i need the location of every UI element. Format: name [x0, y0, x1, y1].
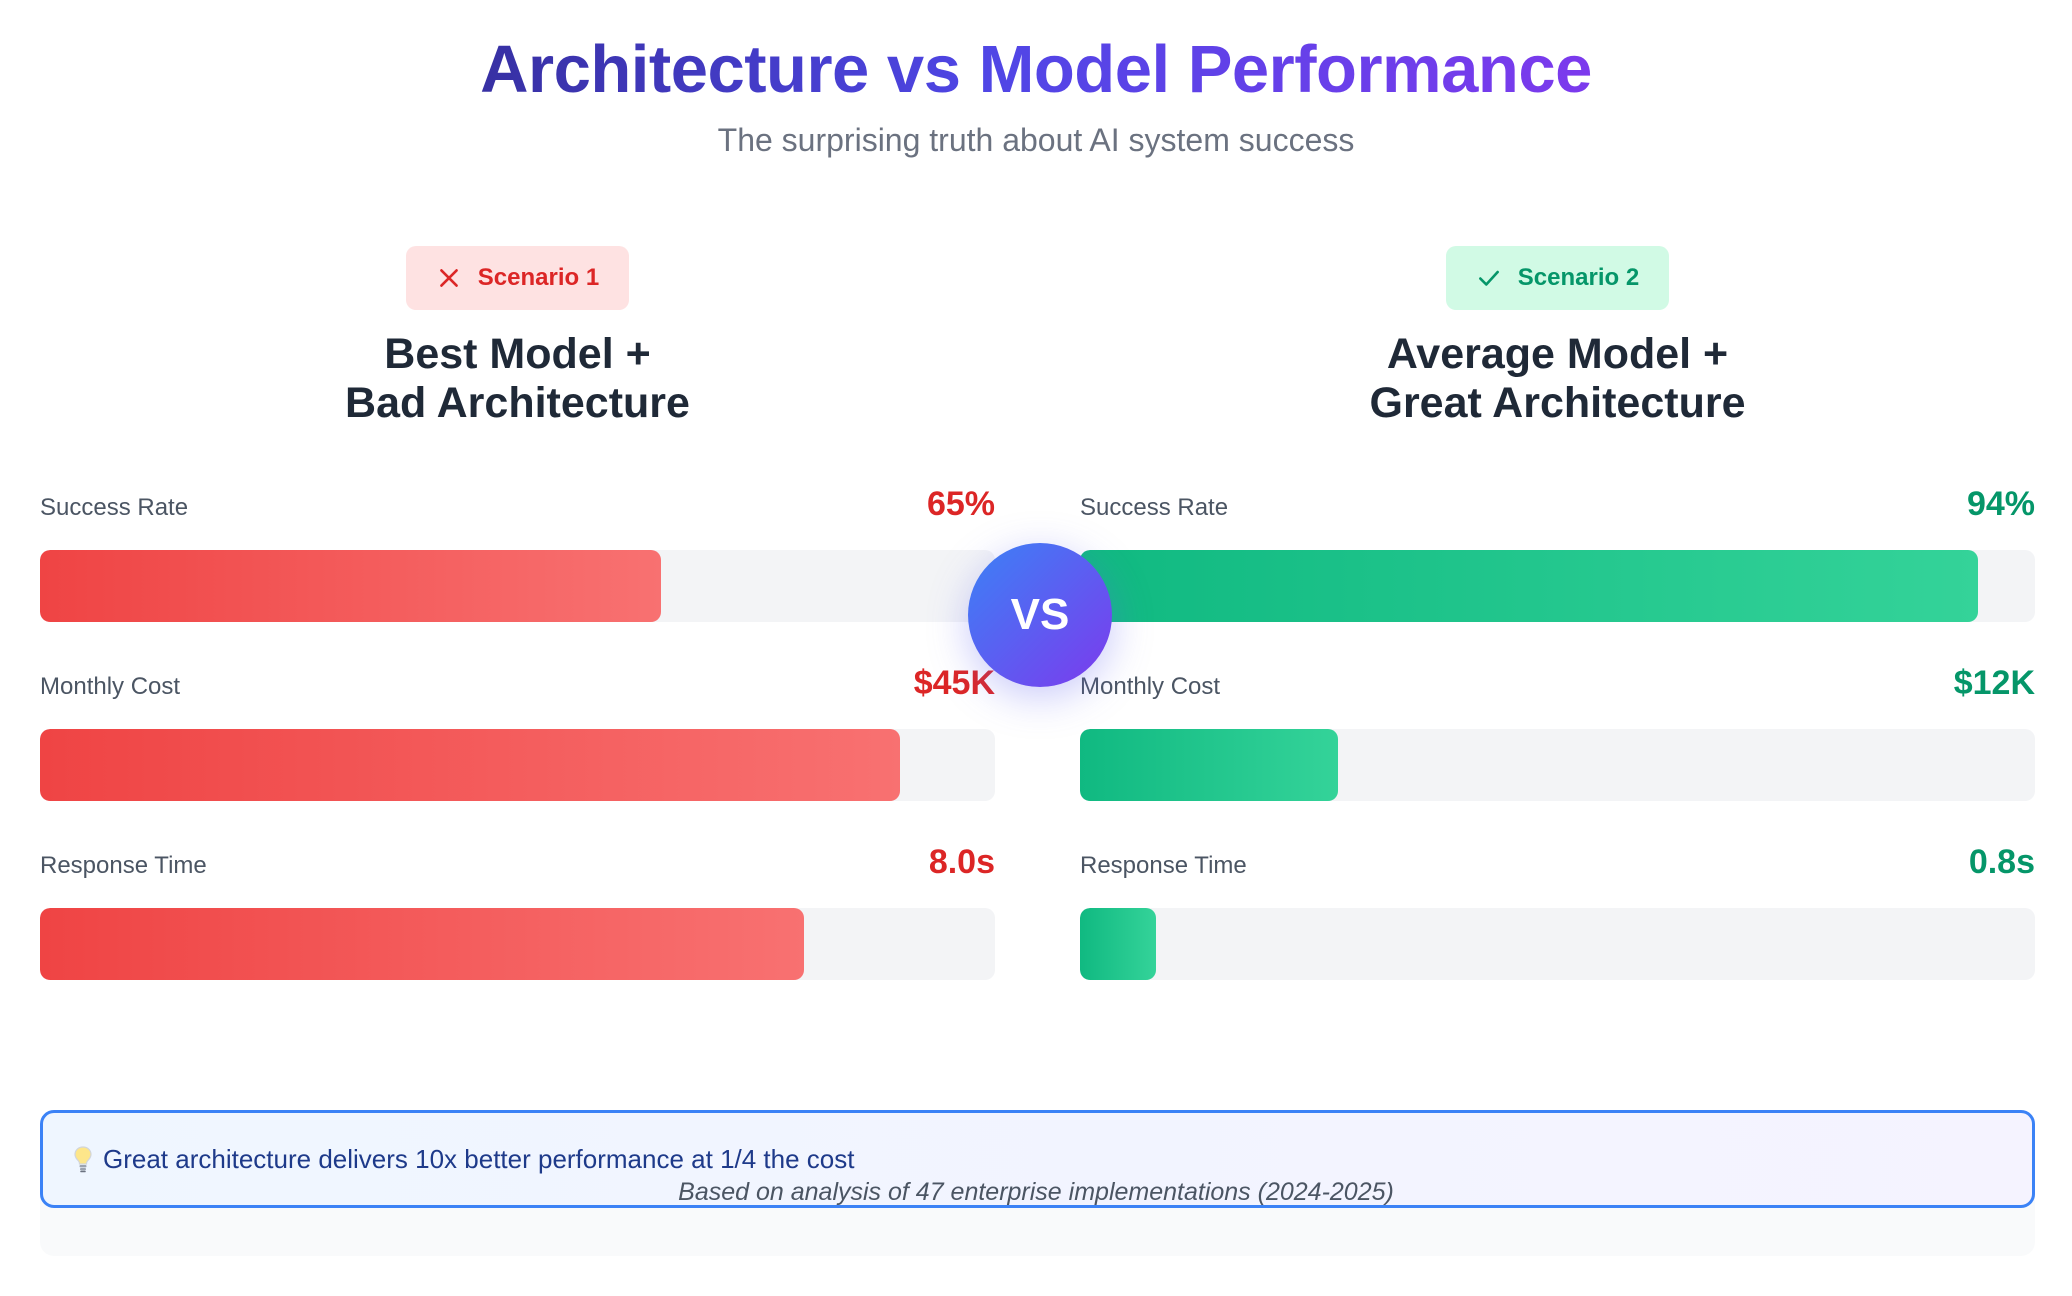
bar-track	[1080, 908, 2035, 980]
check-icon	[1476, 265, 1502, 291]
metric-label: Success Rate	[40, 494, 189, 521]
lightbulb-icon	[71, 1144, 95, 1174]
metric-value: 0.8s	[1968, 843, 2035, 881]
scenario-2-metrics: Success Rate 94% Monthly Cost $12K Respo…	[1080, 480, 2035, 1017]
insight-text: Great architecture delivers 10x better p…	[103, 1143, 855, 1174]
metric-label: Response Time	[1080, 852, 1247, 879]
insight-callout: Great architecture delivers 10x better p…	[40, 1110, 2035, 1208]
metric-success-rate: Success Rate 65%	[40, 480, 995, 659]
bar-fill	[1080, 729, 1338, 801]
metric-label: Monthly Cost	[1080, 673, 1221, 700]
metric-value: $45K	[913, 664, 995, 702]
metric-response-time: Response Time 8.0s	[40, 838, 995, 1017]
scenario-1-panel: Scenario 1 Best Model + Bad Architecture…	[40, 246, 995, 1017]
bar-track	[40, 908, 995, 980]
bar-track	[1080, 729, 2035, 801]
metric-monthly-cost: Monthly Cost $12K	[1080, 659, 2035, 838]
metric-label: Success Rate	[1080, 494, 1229, 521]
footer-box: Great architecture delivers 10x better p…	[40, 1110, 2035, 1256]
header: Architecture vs Model Performance The su…	[0, 30, 2072, 159]
scenario-1-title-line-1: Best Model +	[384, 330, 651, 378]
metric-response-time: Response Time 0.8s	[1080, 838, 2035, 1017]
bar-fill	[1080, 550, 1978, 622]
metric-success-rate: Success Rate 94%	[1080, 480, 2035, 659]
scenario-1-title: Best Model + Bad Architecture	[40, 330, 995, 428]
bar-fill	[1080, 908, 1157, 980]
scenario-1-metrics: Success Rate 65% Monthly Cost $45K Respo…	[40, 480, 995, 1017]
bar-track	[40, 550, 995, 622]
page-subtitle: The surprising truth about AI system suc…	[717, 122, 1355, 158]
scenario-2-title-line-1: Average Model +	[1386, 330, 1729, 378]
metric-value: 65%	[926, 485, 995, 523]
page-title: Architecture vs Model Performance	[480, 30, 1592, 110]
bar-track	[1080, 550, 2035, 622]
metric-label: Monthly Cost	[40, 673, 181, 700]
scenario-2-title-line-2: Great Architecture	[1369, 379, 1746, 427]
scenario-2-panel: Scenario 2 Average Model + Great Archite…	[1080, 246, 2035, 1017]
bar-fill	[40, 908, 804, 980]
bar-fill	[40, 550, 661, 622]
bar-track	[40, 729, 995, 801]
scenario-1-title-line-2: Bad Architecture	[345, 379, 690, 427]
vs-circle: VS	[968, 543, 1112, 687]
scenario-1-badge-label: Scenario 1	[477, 264, 600, 291]
x-icon	[436, 265, 462, 291]
metric-value: 94%	[1966, 485, 2035, 523]
scenario-2-badge-label: Scenario 2	[1517, 264, 1640, 291]
scenario-1-badge: Scenario 1	[405, 246, 630, 310]
metric-value: 8.0s	[928, 843, 995, 881]
metric-label: Response Time	[40, 852, 207, 879]
scenario-2-title: Average Model + Great Architecture	[1080, 330, 2035, 428]
bar-fill	[40, 729, 900, 801]
metric-value: $12K	[1953, 664, 2035, 702]
metric-monthly-cost: Monthly Cost $45K	[40, 659, 995, 838]
scenario-2-badge: Scenario 2	[1445, 246, 1670, 310]
source-note: Based on analysis of 47 enterprise imple…	[678, 1178, 1394, 1206]
